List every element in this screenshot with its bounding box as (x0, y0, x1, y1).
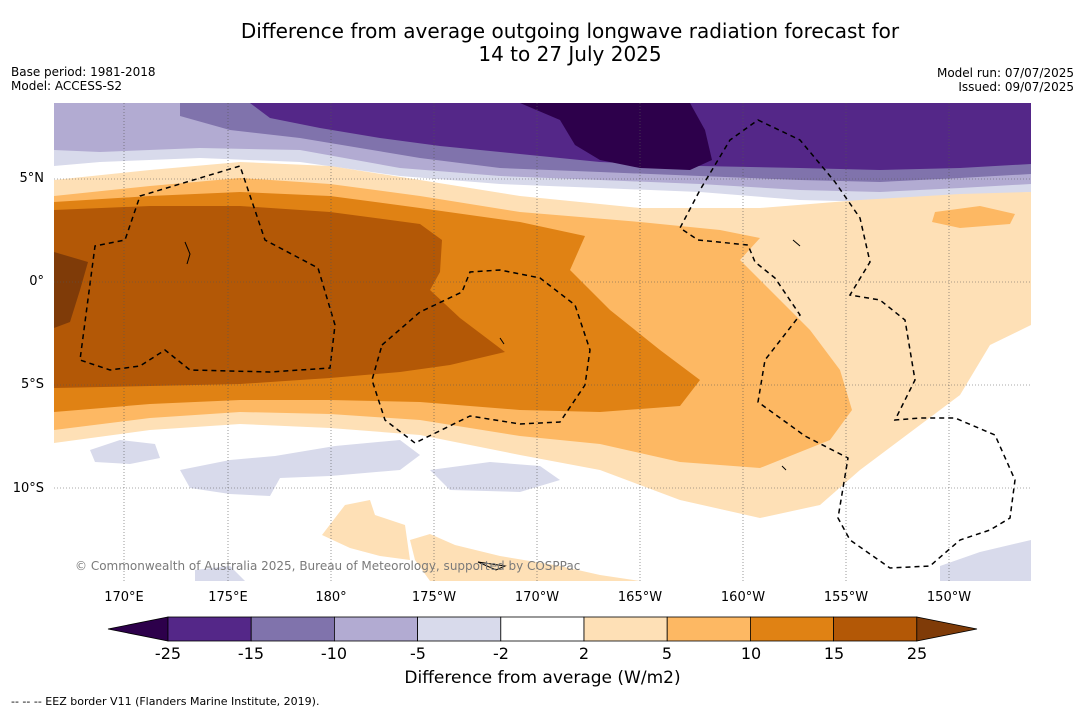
blob-minus2-c (430, 462, 560, 492)
model-text: Model: ACCESS-S2 (11, 79, 123, 93)
map-title-line2: 14 to 27 July 2025 (478, 42, 662, 66)
colorbar-swatch (167, 616, 252, 642)
colorbar-tick: 10 (740, 644, 762, 663)
map-title: Difference from average outgoing longwav… (0, 20, 1085, 66)
lon-label: 175°W (411, 590, 457, 605)
colorbar-tick: -2 (493, 644, 509, 663)
band-plus25 (54, 252, 88, 328)
colorbar-swatch (583, 616, 668, 642)
issued-text: Issued: 09/07/2025 (958, 80, 1074, 94)
band-plus15 (54, 206, 505, 388)
island-4 (499, 337, 505, 345)
copyright-text: © Commonwealth of Australia 2025, Bureau… (75, 559, 581, 573)
meta-left: Base period: 1981-2018 Model: ACCESS-S2 (11, 65, 156, 93)
band-plus5-patch (932, 206, 1015, 228)
colorbar-tick: 15 (823, 644, 845, 663)
island-2 (792, 239, 801, 247)
lon-label: 170°W (514, 590, 560, 605)
colorbar-swatch (250, 616, 335, 642)
graticule (54, 103, 1031, 581)
lon-label: 170°E (104, 590, 144, 605)
lon-label: 165°W (617, 590, 663, 605)
blob-minus2-e (195, 566, 245, 581)
colorbar-tick: 5 (661, 644, 673, 663)
eez-border-central (371, 269, 591, 444)
colorbar (107, 616, 978, 642)
meta-right: Model run: 07/07/2025 Issued: 09/07/2025 (937, 66, 1074, 94)
island-3 (184, 241, 191, 265)
colorbar-swatch (666, 616, 751, 642)
colorbar-extend-high (916, 616, 978, 642)
colorbar-swatch (500, 616, 585, 642)
lon-label: 160°W (720, 590, 766, 605)
lat-label: 5°N (19, 171, 45, 186)
island-5 (781, 465, 787, 471)
lon-label: 150°W (926, 590, 972, 605)
lat-label: 0° (29, 274, 44, 289)
base-period-text: Base period: 1981-2018 (11, 65, 156, 79)
eez-footnote: -- -- -- EEZ border V11 (Flanders Marine… (11, 695, 320, 708)
colorbar-swatch (750, 616, 835, 642)
colorbar-label: Difference from average (W/m2) (404, 668, 681, 688)
eez-borders (79, 119, 1016, 569)
colorbar-tick: -5 (410, 644, 426, 663)
lon-label: 175°E (208, 590, 248, 605)
colorbar-extend-low (107, 616, 169, 642)
lat-label: 10°S (12, 481, 44, 496)
lat-label: 5°S (20, 377, 44, 392)
colorbar-swatch (833, 616, 918, 642)
eez-border-east (679, 119, 1016, 569)
lon-label: 155°W (823, 590, 869, 605)
blob-plus2-a (322, 500, 410, 560)
islands (184, 239, 801, 571)
island-1 (477, 561, 507, 571)
eez-border-west (79, 165, 336, 373)
colorbar-tick: -15 (237, 644, 265, 663)
blob-minus2-b (180, 440, 420, 496)
colorbar-swatch (417, 616, 502, 642)
colorbar-tick: 25 (906, 644, 928, 663)
colorbar-tick: -10 (320, 644, 348, 663)
colorbar-swatch (333, 616, 418, 642)
lon-label: 180° (315, 590, 347, 605)
blob-plus2-b (410, 534, 640, 581)
blob-minus2-a (90, 440, 160, 464)
colorbar-tick: -25 (154, 644, 182, 663)
model-run-text: Model run: 07/07/2025 (936, 66, 1074, 80)
blob-minus2-d (940, 540, 1031, 581)
colorbar-tick: 2 (578, 644, 590, 663)
anomaly-field (54, 103, 1031, 581)
map-title-line1: Difference from average outgoing longwav… (240, 19, 900, 43)
band-minus25 (520, 103, 712, 170)
